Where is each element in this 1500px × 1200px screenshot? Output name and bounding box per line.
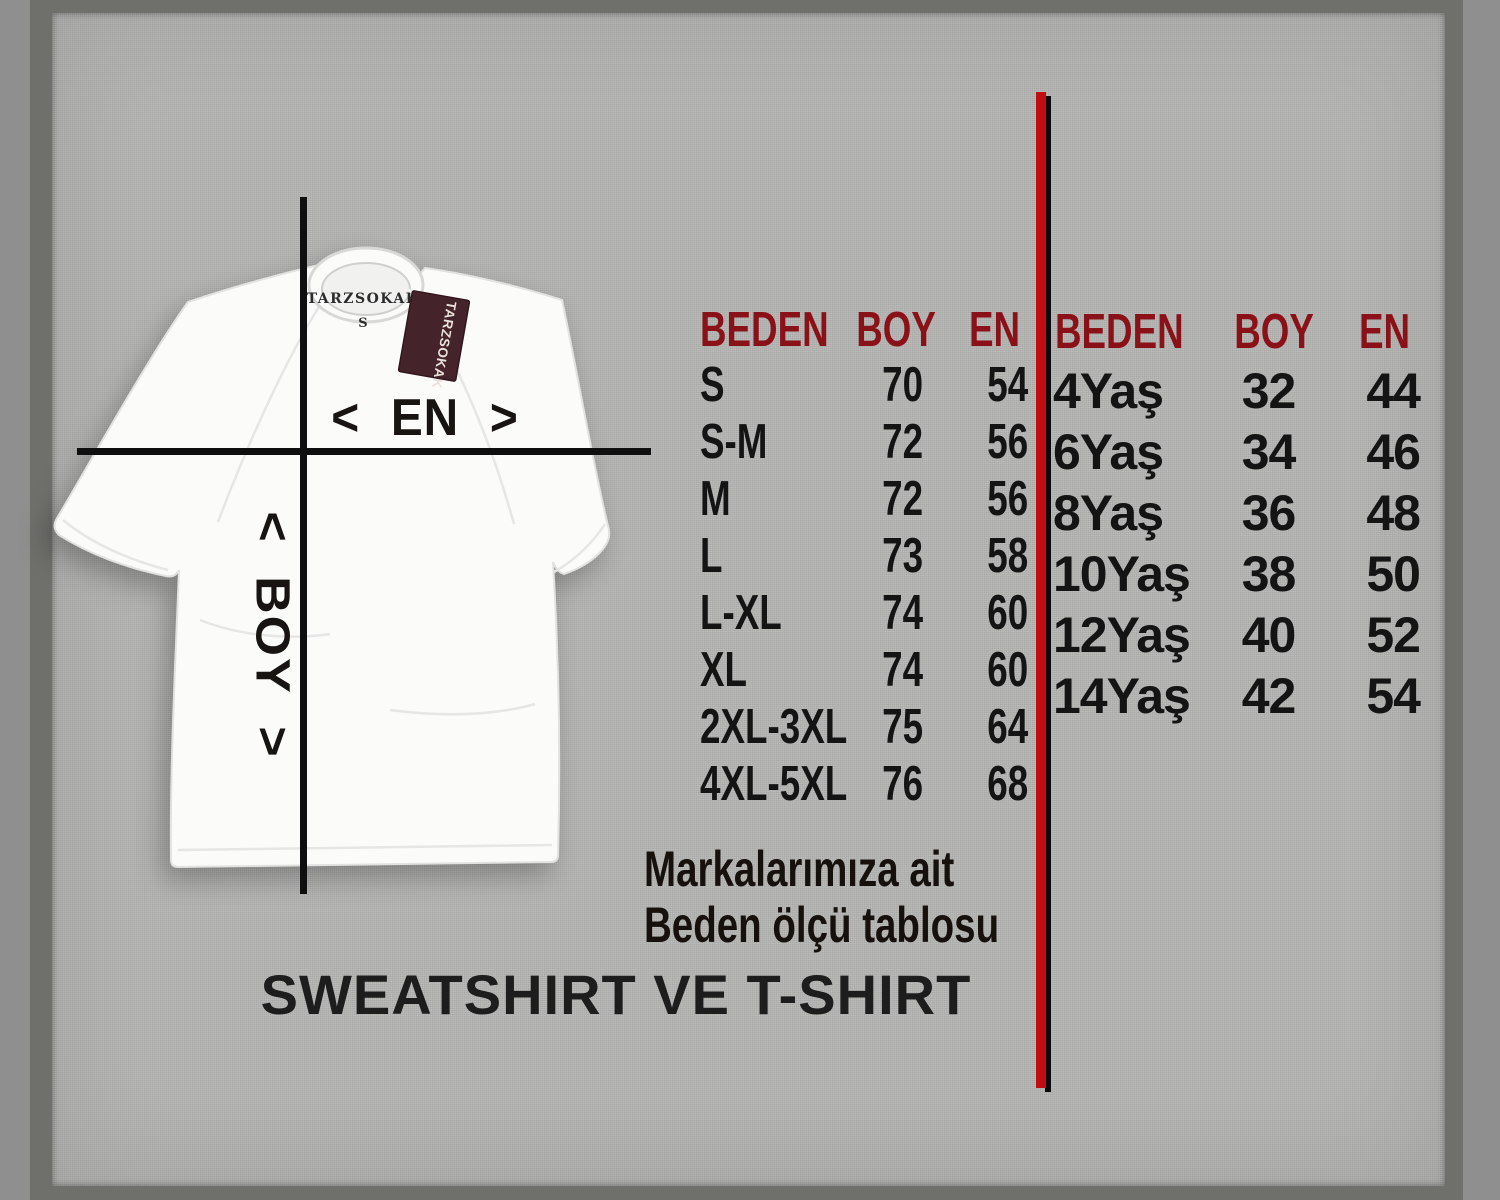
table-cell: 12Yaş — [1053, 607, 1191, 663]
table-cell: L — [700, 529, 723, 583]
collar-opening — [321, 262, 411, 316]
adult-header-beden: BEDEN — [700, 303, 829, 357]
adult-header-en: EN — [968, 303, 1020, 357]
hang-tag: TARZSOKAK — [397, 290, 471, 390]
neck-label-size: S — [358, 316, 367, 331]
tshirt-body: TARZSOKAK S TARZSOKAK — [53, 246, 611, 869]
table-cell: 75 — [882, 700, 924, 754]
length-measure-line — [300, 197, 307, 894]
table-cell: 68 — [987, 757, 1029, 811]
table-cell: 72 — [882, 415, 924, 469]
table-cell: 60 — [987, 643, 1029, 697]
page-title: SWEATSHIRT VE T-SHIRT — [260, 963, 972, 1026]
table-cell: 50 — [1366, 546, 1421, 602]
table-cell: 56 — [987, 472, 1029, 526]
table-cell: 58 — [987, 529, 1029, 583]
adult-header-boy: BOY — [856, 303, 936, 357]
table-cell: 42 — [1241, 668, 1297, 724]
table-cell: XL — [700, 643, 748, 697]
width-axis-label: < EN > — [331, 389, 519, 447]
table-cell: 32 — [1241, 363, 1297, 419]
kids-header-boy: BOY — [1234, 305, 1314, 359]
adult-size-table: S 70 54 S-M 72 56 M 72 56 L 73 58 L-XL 74 60 XL 74 60 2XL-… — [700, 357, 1028, 813]
table-cell: 34 — [1241, 424, 1297, 480]
table-cell: 4Yaş — [1053, 363, 1164, 419]
table-cell: 44 — [1366, 363, 1421, 419]
note-line-1: Markalarımıza ait — [644, 841, 955, 897]
neck-label-brand: TARZSOKAK — [307, 291, 420, 307]
kids-header-en: EN — [1358, 305, 1410, 359]
divider-shadow-line — [1045, 96, 1051, 1092]
table-cell: M — [700, 472, 731, 526]
table-cell: 6Yaş — [1053, 424, 1164, 480]
table-cell: 73 — [882, 529, 924, 583]
table-cell: 64 — [987, 700, 1029, 754]
table-cell: 40 — [1241, 607, 1297, 663]
table-cell: 74 — [882, 643, 924, 697]
table-cell: 2XL-3XL — [700, 700, 848, 754]
table-cell: 54 — [1366, 668, 1421, 724]
table-cell: 56 — [987, 415, 1029, 469]
kids-header-beden: BEDEN — [1055, 305, 1184, 359]
table-cell: S-M — [700, 415, 768, 469]
table-cell: 54 — [987, 358, 1029, 412]
table-cell: 52 — [1366, 607, 1421, 663]
table-cell: 72 — [882, 472, 924, 526]
table-cell: 10Yaş — [1053, 546, 1191, 602]
table-cell: 60 — [987, 586, 1029, 640]
note-line-2: Beden ölçü tablosu — [644, 897, 1000, 953]
table-cell: 74 — [882, 586, 924, 640]
table-cell: L-XL — [700, 586, 782, 640]
table-cell: 36 — [1241, 485, 1297, 541]
tshirt-image: TARZSOKAK S TARZSOKAK — [53, 246, 611, 869]
table-cell: 46 — [1366, 424, 1421, 480]
table-cell: 70 — [882, 358, 924, 412]
table-cell: 76 — [882, 757, 924, 811]
table-cell: 14Yaş — [1053, 668, 1191, 724]
table-cell: 4XL-5XL — [700, 757, 848, 811]
table-cell: 8Yaş — [1053, 485, 1164, 541]
width-measure-line — [77, 448, 651, 455]
table-cell: 48 — [1366, 485, 1421, 541]
divider-red-line — [1036, 92, 1046, 1088]
length-axis-label: < BOY > — [245, 511, 299, 759]
kids-size-table: 4Yaş 32 44 6Yaş 34 46 8Yaş 36 48 10Yaş 38 50 12Yaş 40… — [1053, 361, 1421, 727]
table-cell: 38 — [1241, 546, 1297, 602]
table-cell: S — [700, 358, 725, 412]
